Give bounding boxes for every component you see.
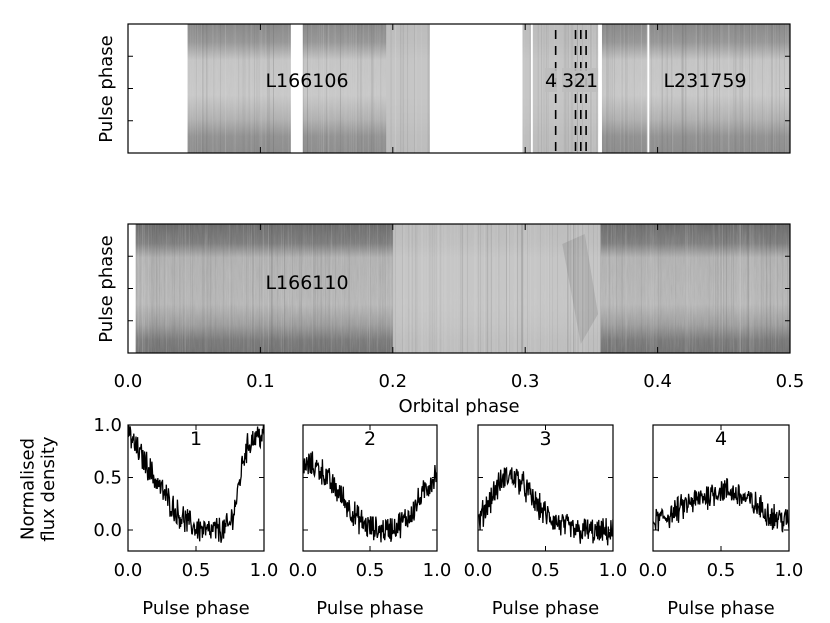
middle-panel: L166110 Pulse phase 0.0 0.1 0.2 0.3 0.4 0.5 O…	[96, 23, 805, 417]
profile-xtick-label: 1.0	[250, 560, 279, 581]
xtick-label-0.1: 0.1	[246, 371, 275, 392]
profile-xtick-label: 0.0	[464, 560, 493, 581]
xtick-label-0.3: 0.3	[511, 371, 540, 392]
marker-label-2: 2	[574, 70, 586, 92]
profile-ytick-label: 1.0	[93, 415, 122, 436]
profile-xtick-label: 0.5	[707, 560, 736, 581]
xtick-label-0.4: 0.4	[643, 371, 672, 392]
top-labels: L166106 L231759	[265, 70, 746, 92]
profile-xtick-label: 0.0	[114, 560, 143, 581]
marker-label-bg-3	[562, 68, 574, 92]
profile-xtick-label: 0.0	[289, 560, 318, 581]
profile-ylabel: Normalisedflux density	[17, 436, 59, 541]
obs-label-L166110: L166110	[265, 272, 348, 294]
top-ylabel: Pulse phase	[96, 35, 117, 142]
profile-ytick-label: 0.0	[93, 520, 122, 541]
profile-xlabel-3: Pulse phase	[492, 598, 599, 619]
profile-ytick-label: 0.5	[93, 468, 122, 489]
profile-xtick-label: 1.0	[599, 560, 628, 581]
profile-xlabel-1: Pulse phase	[142, 598, 249, 619]
profile-label-1: 1	[190, 428, 202, 450]
mid-labels: L166110	[265, 272, 348, 294]
profile-label-4: 4	[715, 428, 727, 450]
mid-eclipse-smear	[562, 234, 599, 344]
mid-xlabel: Orbital phase	[398, 396, 519, 417]
marker-label-3: 3	[562, 70, 574, 92]
mid-ylabel: Pulse phase	[96, 235, 117, 342]
xtick-label-0.5: 0.5	[776, 371, 805, 392]
profile-line-4	[653, 478, 789, 533]
mid-xticks: 0.0 0.1 0.2 0.3 0.4 0.5	[114, 23, 805, 392]
profile-xlabel-4: Pulse phase	[667, 598, 774, 619]
obs-label-L166106: L166106	[265, 70, 348, 92]
top-segment-shade-L166106-0	[187, 24, 291, 153]
marker-label-4: 4	[545, 70, 557, 92]
mid-segments	[133, 224, 790, 353]
obs-label-L231759: L231759	[663, 70, 746, 92]
profile-xtick-label: 0.0	[639, 560, 668, 581]
profile-line-2	[303, 451, 437, 543]
profile-label-2: 2	[364, 428, 376, 450]
top-segment-shade-L231759-1	[601, 24, 790, 153]
marker-label-1: 1	[586, 70, 598, 92]
profile-line-1	[128, 425, 264, 543]
marker-label-bg-2	[574, 68, 586, 92]
profile-xtick-label: 0.5	[356, 560, 385, 581]
top-segments	[187, 24, 790, 153]
profile-xtick-label: 1.0	[423, 560, 452, 581]
profile-xtick-label: 0.5	[531, 560, 560, 581]
marker-label-bg-4	[545, 68, 557, 92]
profile-xtick-label: 1.0	[775, 560, 804, 581]
marker-label-bg-1	[586, 68, 598, 92]
profile-line-3	[478, 466, 613, 546]
xtick-label-0.0: 0.0	[114, 371, 143, 392]
profile-xtick-label: 0.5	[182, 560, 211, 581]
profile-label-3: 3	[539, 428, 551, 450]
mid-eclipse-wash	[392, 224, 601, 353]
profile-xlabel-2: Pulse phase	[316, 598, 423, 619]
xtick-label-0.2: 0.2	[378, 371, 407, 392]
top-eclipse-wash-0	[386, 24, 430, 153]
